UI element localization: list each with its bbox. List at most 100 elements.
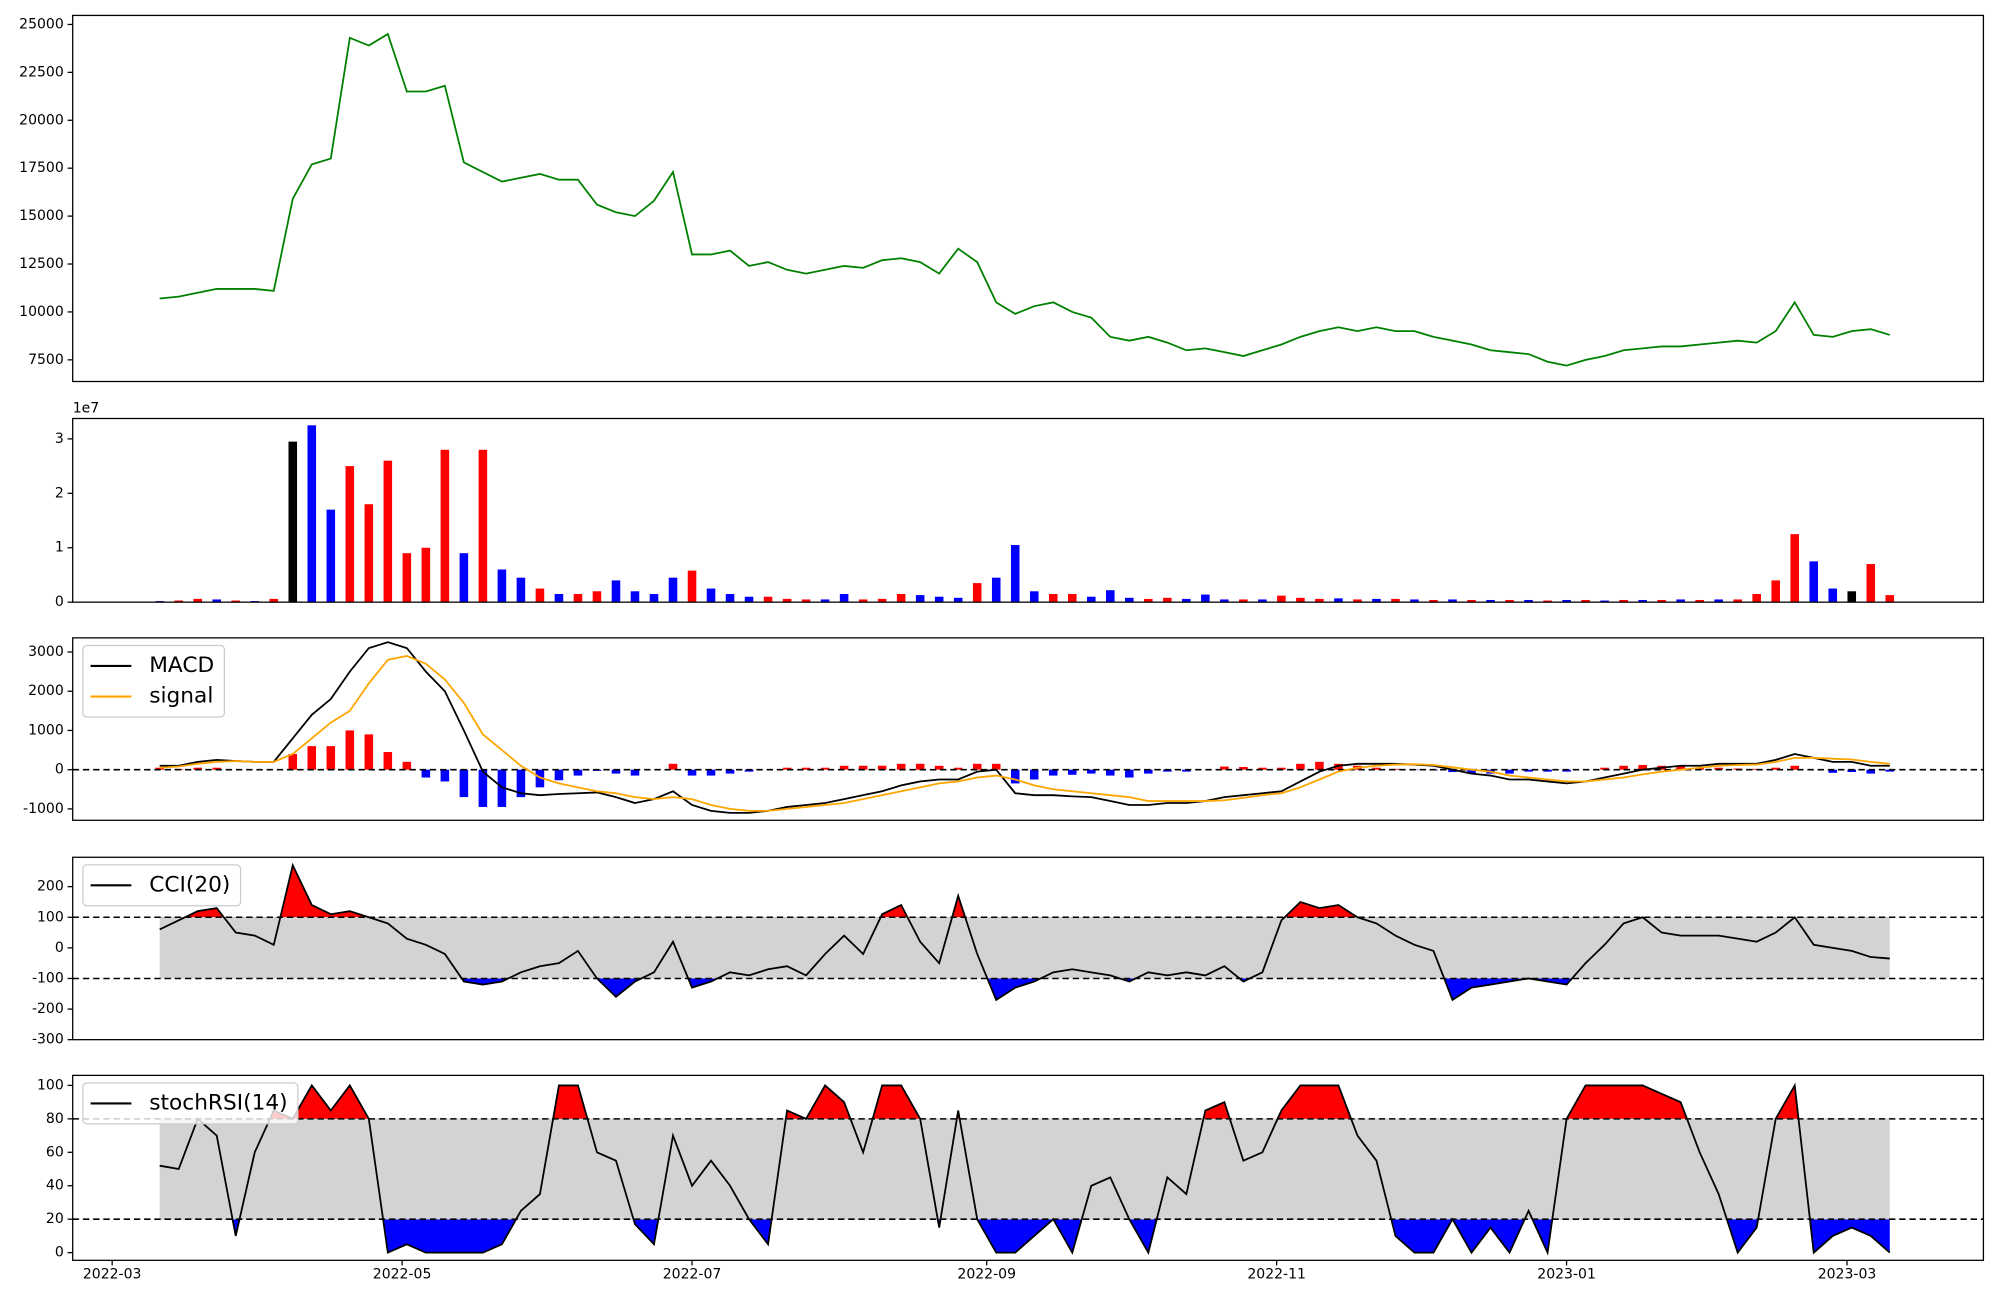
- histogram-bar: [896, 763, 906, 770]
- volume-bar: [440, 449, 450, 603]
- volume-bar: [364, 504, 374, 603]
- volume-bar: [1067, 594, 1077, 603]
- volume-bar: [573, 594, 583, 603]
- volume-bar: [1239, 599, 1248, 603]
- histogram-bar: [630, 769, 640, 776]
- histogram-bar: [1106, 769, 1115, 776]
- plot-area: [72, 1082, 1984, 1256]
- indicator-line: [159, 862, 1890, 1002]
- histogram-bar: [1467, 769, 1476, 774]
- volume-bar: [934, 596, 944, 603]
- volume-bar: [1695, 599, 1704, 603]
- volume-bar: [288, 441, 298, 603]
- histogram-bar: [497, 769, 507, 807]
- panel-frame: [72, 14, 1985, 383]
- volume-bar: [1619, 599, 1628, 603]
- volume-bar: [896, 594, 906, 603]
- histogram-bar: [1334, 763, 1343, 770]
- x-tick-label: 2022-09: [957, 1266, 1016, 1282]
- histogram-bar: [326, 746, 336, 770]
- volume-bar: [915, 595, 925, 603]
- volume-bar: [1086, 596, 1096, 603]
- histogram-bar: [991, 763, 1001, 770]
- y-tick-label: 2: [55, 485, 64, 501]
- volume-bar: [307, 425, 317, 603]
- volume-bar: [877, 598, 887, 603]
- y-tick-label: 60: [46, 1144, 64, 1160]
- panel: 0 20 40 60 80 100 2022-03 2022-05 2022-07 2022-09…: [37, 1074, 1985, 1282]
- volume-bar: [1657, 599, 1666, 603]
- volume-bar: [383, 460, 393, 603]
- histogram-bar: [1695, 767, 1704, 770]
- volume-bar: [1562, 599, 1571, 603]
- legend-box: [82, 644, 226, 718]
- histogram-bar: [1220, 766, 1229, 770]
- volume-bar: [1809, 561, 1819, 603]
- overbought-fill: [185, 865, 1358, 918]
- histogram-bar: [1847, 769, 1857, 773]
- legend-label: signal: [149, 684, 213, 709]
- x-tick-label: 2022-03: [83, 1266, 142, 1282]
- histogram-bar: [1448, 769, 1457, 773]
- histogram-bar: [1296, 763, 1305, 770]
- volume-bar: [1125, 597, 1134, 603]
- volume-bar: [592, 591, 602, 603]
- volume-bar: [1391, 598, 1400, 603]
- volume-bar: [345, 466, 355, 603]
- volume-bar: [1410, 599, 1419, 603]
- histogram-bar: [782, 767, 792, 770]
- histogram-bar: [1144, 769, 1153, 774]
- volume-bar: [212, 599, 221, 603]
- volume-bar: [687, 570, 697, 603]
- y-tick-label: 2000: [28, 683, 64, 699]
- volume-bar: [1467, 599, 1476, 603]
- histogram-bar: [383, 752, 393, 770]
- legend-label: stochRSI(14): [149, 1090, 287, 1115]
- histogram-bar: [858, 765, 868, 770]
- histogram-bar: [1714, 767, 1723, 770]
- y-tick-label: 12500: [19, 256, 64, 272]
- histogram-bar: [1048, 769, 1058, 776]
- volume-bar: [1277, 595, 1286, 603]
- volume-bar: [858, 599, 868, 603]
- volume-bar: [991, 577, 1001, 603]
- histogram-bar: [212, 767, 221, 770]
- plot-area: [72, 641, 1984, 814]
- x-tick-label: 2022-05: [373, 1266, 432, 1282]
- histogram-bar: [1067, 769, 1077, 775]
- y-tick-label: -1000: [23, 801, 64, 817]
- y-tick-label: 0: [55, 762, 64, 778]
- histogram-bar: [1676, 765, 1685, 770]
- plot-area: [159, 32, 1891, 367]
- histogram-bar: [440, 769, 450, 782]
- histogram-bar: [1543, 769, 1552, 772]
- indicator-line: [159, 641, 1890, 814]
- volume-bar: [1296, 597, 1305, 603]
- neutral-band: [159, 1118, 1890, 1220]
- volume-bar: [1790, 534, 1800, 603]
- histogram-bar: [1163, 769, 1172, 772]
- volume-bar: [668, 577, 678, 603]
- volume-bar: [497, 569, 507, 603]
- histogram-bar: [1600, 767, 1609, 770]
- volume-bar: [1144, 598, 1153, 603]
- histogram-bar: [1125, 769, 1134, 778]
- histogram-bar: [1562, 769, 1571, 772]
- volume-bar: [1714, 599, 1723, 603]
- histogram-bar: [1828, 769, 1838, 773]
- histogram-bar: [934, 765, 944, 770]
- volume-bar: [1106, 590, 1115, 603]
- volume-bar: [1201, 594, 1210, 603]
- legend-box: [82, 864, 242, 907]
- volume-bar: [1505, 599, 1514, 603]
- histogram-bar: [611, 769, 621, 774]
- histogram-bar: [801, 767, 811, 770]
- price-line: [159, 32, 1891, 367]
- y-tick-label: 7500: [28, 352, 64, 368]
- y-tick-label: 100: [37, 909, 64, 925]
- panel-frame: [72, 637, 1985, 821]
- y-tick-label: 0: [55, 940, 64, 956]
- volume-bar: [1010, 545, 1020, 603]
- volume-bar: [459, 553, 469, 603]
- y-tick-label: 15000: [19, 208, 64, 224]
